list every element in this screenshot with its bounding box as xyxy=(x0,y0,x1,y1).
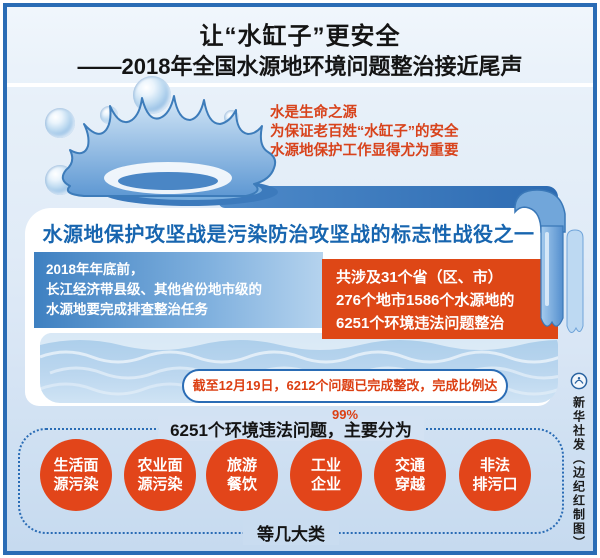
category-label: 非法 xyxy=(479,457,510,474)
title-separator xyxy=(7,83,593,87)
stats-line: 276个地市1586个水源地的 xyxy=(336,292,515,309)
category-label: 源污染 xyxy=(53,476,99,493)
category-label: 企业 xyxy=(310,476,341,493)
category-label: 穿越 xyxy=(394,476,425,493)
task-box: 2018年年底前， 长江经济带县级、其他省份地市级的 水源地要完成排查整治任务 xyxy=(34,252,323,328)
intro-line: 水是生命之源 xyxy=(270,105,357,121)
categories-footer: 等几大类 xyxy=(243,520,339,545)
category-circle: 工业 企业 xyxy=(290,439,362,511)
water-splash-icon xyxy=(61,95,278,206)
category-circle: 非法 排污口 xyxy=(459,439,531,511)
poster-title-line2: ——2018年全国水源地环境问题整治接近尾声 xyxy=(77,54,523,79)
bubble-icon xyxy=(45,108,75,138)
category-label: 餐饮 xyxy=(226,476,257,493)
xinhua-logo-icon xyxy=(570,372,588,390)
categories-title: 6251个环境违法问题，主要分为 xyxy=(158,416,424,441)
poster-title-line1: 让“水缸子”更安全 xyxy=(199,23,401,50)
intro-line: 为保证老百姓“水缸子”的安全 xyxy=(270,124,459,140)
category-label: 生活面 xyxy=(53,457,99,474)
task-line: 2018年年底前， xyxy=(46,262,144,277)
category-circle: 农业面 源污染 xyxy=(124,439,196,511)
category-label: 农业面 xyxy=(137,457,183,474)
stats-line: 6251个环境违法问题整治 xyxy=(336,315,505,332)
stats-box: 共涉及31个省（区、市） 276个地市1586个水源地的 6251个环境违法问题… xyxy=(322,259,558,339)
intro-text: 水是生命之源 为保证老百姓“水缸子”的安全 水源地保护工作显得尤为重要 xyxy=(270,104,459,161)
slogan-heading: 水源地保护攻坚战是污染防治攻坚战的标志性战役之一 xyxy=(42,224,535,246)
category-label: 源污染 xyxy=(137,476,183,493)
category-label: 旅游 xyxy=(226,457,257,474)
task-line: 水源地要完成排查整治任务 xyxy=(46,302,208,317)
waterfall-icon xyxy=(514,189,584,333)
category-label: 工业 xyxy=(310,457,341,474)
credit-block: 新华社发（边纪红制图） xyxy=(563,372,595,550)
category-circle: 生活面 源污染 xyxy=(40,439,112,511)
water-band xyxy=(218,186,558,208)
intro-line: 水源地保护工作显得尤为重要 xyxy=(270,143,459,159)
task-line: 长江经济带县级、其他省份地市级的 xyxy=(46,282,262,297)
credit-text: 新华社发（边纪红制图） xyxy=(571,396,586,550)
category-circle: 交通 穿越 xyxy=(374,439,446,511)
category-label: 交通 xyxy=(394,457,425,474)
progress-pill: 截至12月19日，6212个问题已完成整改，完成比例达99% xyxy=(182,369,508,422)
stats-line: 共涉及31个省（区、市） xyxy=(336,269,503,286)
category-circle: 旅游 餐饮 xyxy=(206,439,278,511)
category-label: 排污口 xyxy=(472,476,518,493)
